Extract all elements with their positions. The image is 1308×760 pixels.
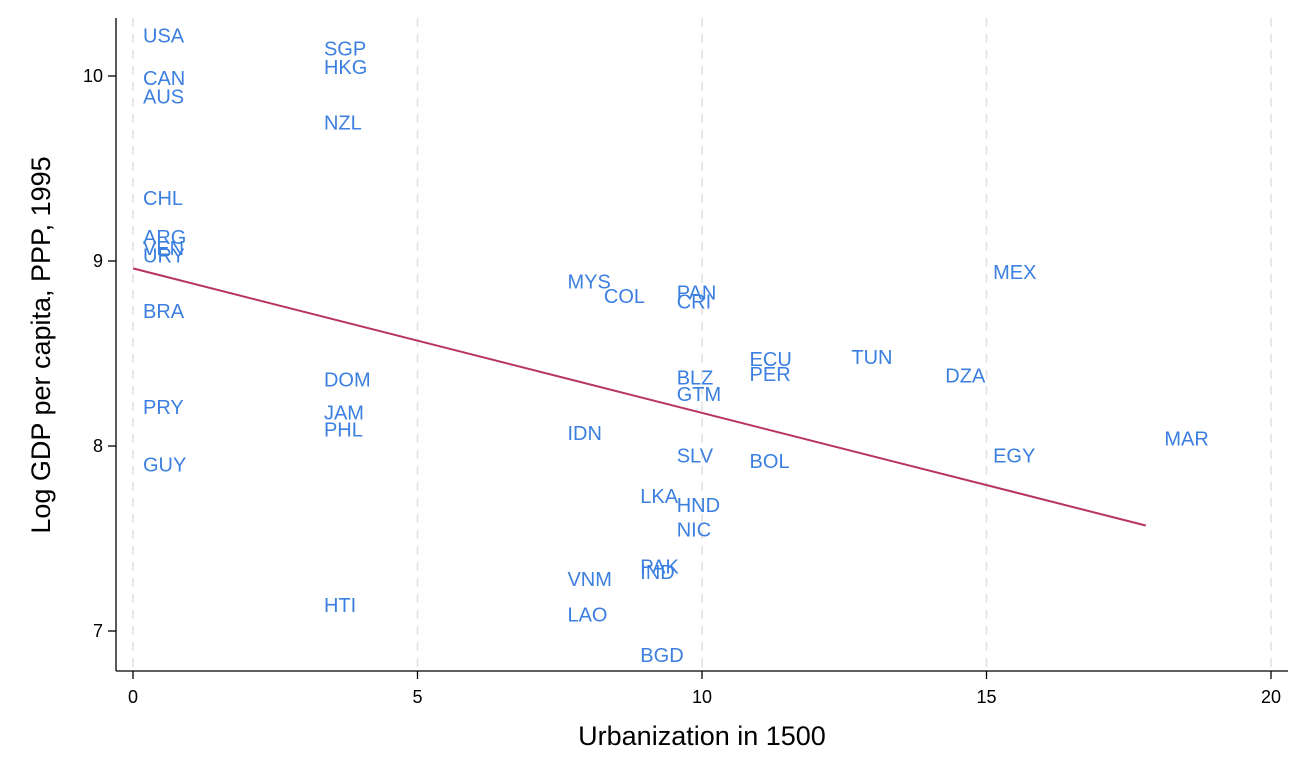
y-tick-label: 7 xyxy=(93,621,103,641)
x-tick-label: 20 xyxy=(1261,687,1281,707)
data-point-label: LAO xyxy=(567,604,607,626)
data-point-label: CAN xyxy=(143,68,185,90)
x-axis-title: Urbanization in 1500 xyxy=(578,721,826,751)
data-point-label: GTM xyxy=(677,384,721,406)
x-tick-label: 10 xyxy=(692,687,712,707)
data-point-label: CHL xyxy=(143,188,183,210)
data-point-label: PAK xyxy=(640,556,679,578)
data-point-label: MEX xyxy=(993,262,1036,284)
y-tick-label: 8 xyxy=(93,436,103,456)
y-tick-label: 10 xyxy=(83,66,103,86)
data-point-label: AUS xyxy=(143,86,184,108)
data-point-label: BOL xyxy=(750,451,790,473)
data-point-label: ECU xyxy=(750,349,792,371)
data-point-label: PRY xyxy=(143,397,184,419)
x-tick-label: 0 xyxy=(128,687,138,707)
y-tick-label: 9 xyxy=(93,251,103,271)
data-point-label: HTI xyxy=(324,595,356,617)
x-tick-label: 15 xyxy=(976,687,996,707)
y-ticks: 7 8 9 10 xyxy=(83,66,116,641)
data-point-label: NZL xyxy=(324,112,362,134)
data-point-label: URY xyxy=(143,245,185,267)
data-point-label: BGD xyxy=(640,645,683,667)
x-tick-label: 5 xyxy=(412,687,422,707)
fit-line-group xyxy=(132,267,1147,527)
y-axis-title: Log GDP per capita, PPP, 1995 xyxy=(26,156,56,533)
data-point-label: PER xyxy=(750,364,791,386)
data-point-label: VNM xyxy=(567,569,611,591)
data-point-label: DOM xyxy=(324,369,371,391)
fit-line xyxy=(132,267,1147,527)
data-point-label: VEN xyxy=(143,238,184,260)
data-point-label: PAN xyxy=(677,282,717,304)
grid-lines xyxy=(132,18,1272,671)
data-point-label: SGP xyxy=(324,38,366,60)
data-point-label: IDN xyxy=(567,423,601,445)
data-point-label: COL xyxy=(604,286,645,308)
data-point-label: ARG xyxy=(143,227,186,249)
data-point-label: MAR xyxy=(1164,429,1208,451)
data-point-label: USA xyxy=(143,25,185,47)
data-point-label: TUN xyxy=(851,347,892,369)
data-point-label: GUY xyxy=(143,455,186,477)
data-point-label: SLV xyxy=(677,445,714,467)
data-point-label: BRA xyxy=(143,301,185,323)
data-point-label: IND xyxy=(640,562,674,584)
data-point-label: DZA xyxy=(945,366,986,388)
x-ticks: 0 5 10 15 20 xyxy=(128,671,1281,707)
data-point-label: EGY xyxy=(993,445,1035,467)
data-point-label: CRI xyxy=(677,292,711,314)
data-point-label: JAM xyxy=(324,403,364,425)
data-point-label: NIC xyxy=(677,519,711,541)
data-point-label: BLZ xyxy=(677,368,714,390)
data-point-label: HKG xyxy=(324,57,367,79)
data-point-label: LKA xyxy=(640,486,678,508)
data-point-label: MYS xyxy=(567,271,610,293)
data-point-label: HND xyxy=(677,495,720,517)
data-point-label: PHL xyxy=(324,419,363,441)
